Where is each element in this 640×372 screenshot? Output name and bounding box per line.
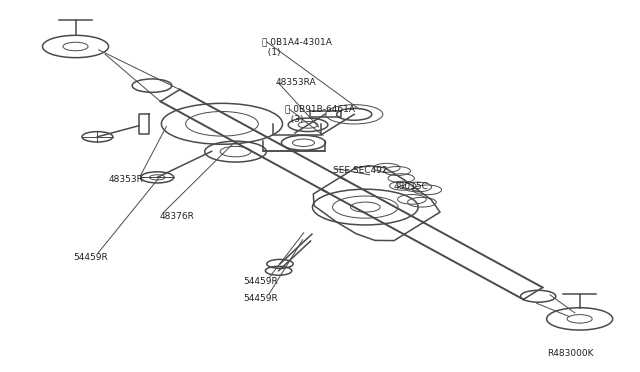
- Text: R483000K: R483000K: [547, 349, 594, 358]
- Text: 48353R: 48353R: [109, 175, 143, 184]
- Text: 48353RA: 48353RA: [275, 78, 316, 87]
- Text: 48376R: 48376R: [160, 212, 195, 221]
- Text: SEE SEC492: SEE SEC492: [333, 166, 387, 174]
- Text: Ⓝ 0B91B-6461A
  (3): Ⓝ 0B91B-6461A (3): [285, 104, 355, 124]
- Text: 54459R: 54459R: [74, 253, 108, 262]
- Text: 54459R: 54459R: [243, 294, 278, 303]
- Text: Ⓡ 0B1A4-4301A
  (1): Ⓡ 0B1A4-4301A (1): [262, 37, 332, 57]
- Text: 48015C: 48015C: [394, 182, 428, 191]
- Text: 54459R: 54459R: [243, 277, 278, 286]
